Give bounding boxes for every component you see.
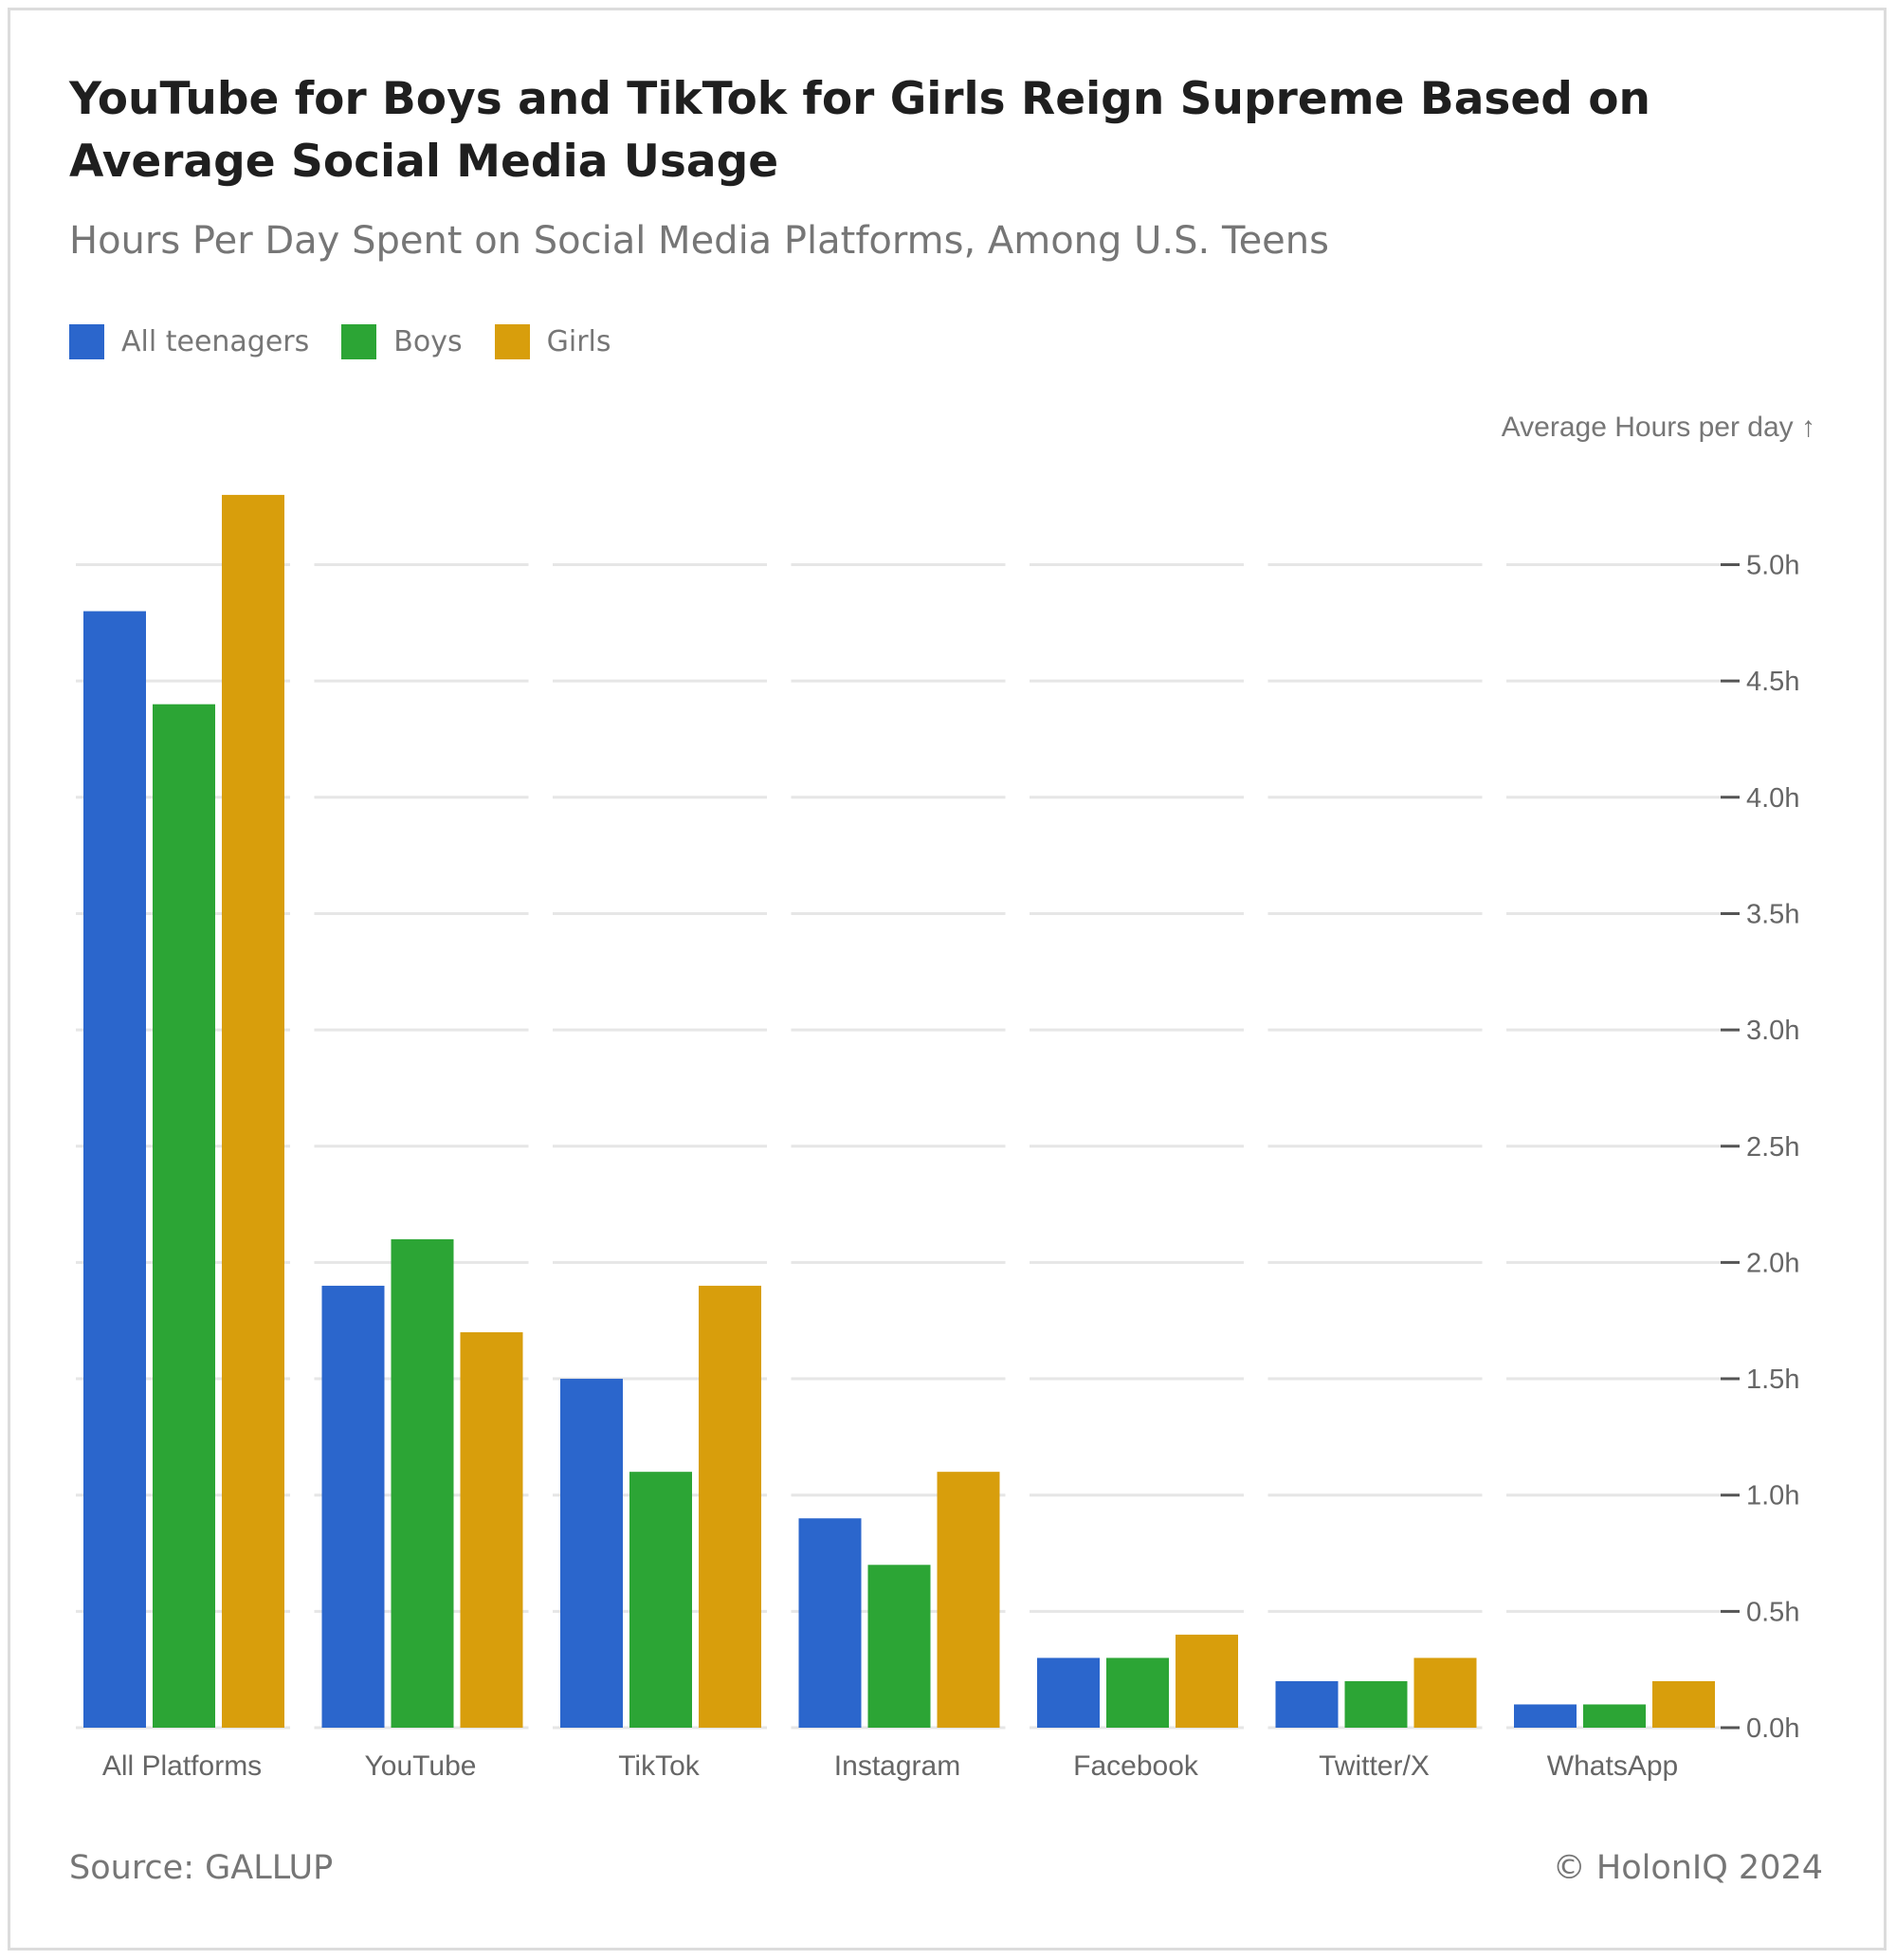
y-axis: Average Hours per day ↑ 0.0h 0.5h 1.0h 1.5h… [1502,412,1815,1744]
legend-item-all-teenagers[interactable]: All teenagers [69,323,310,359]
bar-twitter-x-boys[interactable] [1344,1680,1408,1728]
legend-swatch-boys [341,323,377,359]
bar-tiktok-all-teenagers[interactable] [560,1379,623,1728]
y-axis-label: Average Hours per day ↑ [1502,412,1815,443]
bar-instagram-all-teenagers[interactable] [798,1518,862,1728]
y-tick-label: 0.5h [1746,1597,1799,1627]
bar-all-platforms-boys[interactable] [153,704,215,1729]
x-axis-labels: All Platforms YouTube TikTok Instagram Faceb… [102,1750,1678,1782]
x-tick-label: WhatsApp [1547,1750,1678,1782]
bar-all-platforms-girls[interactable] [222,494,284,1729]
bar-whatsapp-boys[interactable] [1583,1704,1646,1728]
y-tick-label: 3.0h [1746,1016,1799,1046]
bar-twitter-x-girls[interactable] [1413,1658,1477,1728]
chart-subtitle: Hours Per Day Spent on Social Media Plat… [69,219,1329,263]
bars [83,494,1715,1729]
y-tick-label: 3.5h [1746,899,1799,929]
chart-title: YouTube for Boys and TikTok for Girls Re… [69,73,1651,188]
source-note: Source: GALLUP [69,1849,334,1887]
x-tick-label: All Platforms [102,1750,262,1782]
bar-twitter-x-all-teenagers[interactable] [1275,1680,1339,1728]
legend: All teenagers Boys Girls [69,322,644,360]
y-tick-label: 1.5h [1746,1365,1799,1395]
y-tick-label: 2.5h [1746,1132,1799,1163]
x-tick-label: Instagram [834,1750,960,1782]
bar-facebook-all-teenagers[interactable] [1037,1658,1100,1728]
legend-label-all-teenagers: All teenagers [121,324,310,358]
bar-facebook-boys[interactable] [1106,1658,1169,1728]
y-tick-label: 4.0h [1746,783,1799,814]
bar-tiktok-boys[interactable] [629,1472,692,1728]
legend-swatch-girls [494,323,530,359]
bar-youtube-all-teenagers[interactable] [321,1285,385,1728]
legend-label-girls: Girls [546,324,611,358]
y-tick-label: 5.0h [1746,551,1799,581]
x-tick-label: TikTok [618,1750,701,1782]
bar-instagram-girls[interactable] [937,1472,1000,1728]
bar-whatsapp-all-teenagers[interactable] [1514,1704,1577,1728]
legend-item-girls[interactable]: Girls [494,323,611,359]
bar-facebook-girls[interactable] [1176,1634,1238,1728]
legend-swatch-all-teenagers [69,323,104,359]
x-tick-label: Facebook [1073,1750,1199,1782]
bar-all-platforms-all-teenagers[interactable] [83,611,146,1728]
y-tick-label: 1.0h [1746,1481,1799,1511]
y-tick-label: 2.0h [1746,1248,1799,1278]
bar-instagram-boys[interactable] [867,1565,931,1728]
legend-label-boys: Boys [393,324,463,358]
y-tick-label: 4.5h [1746,667,1799,697]
x-tick-label: Twitter/X [1319,1750,1430,1782]
y-tick-label: 0.0h [1746,1713,1799,1744]
bar-youtube-boys[interactable] [391,1238,454,1728]
legend-item-boys[interactable]: Boys [341,323,463,359]
bar-youtube-girls[interactable] [460,1331,523,1728]
x-tick-label: YouTube [365,1750,477,1782]
copyright-note: © HolonIQ 2024 [1552,1849,1823,1887]
bar-whatsapp-girls[interactable] [1652,1680,1715,1728]
bar-tiktok-girls[interactable] [699,1285,761,1728]
